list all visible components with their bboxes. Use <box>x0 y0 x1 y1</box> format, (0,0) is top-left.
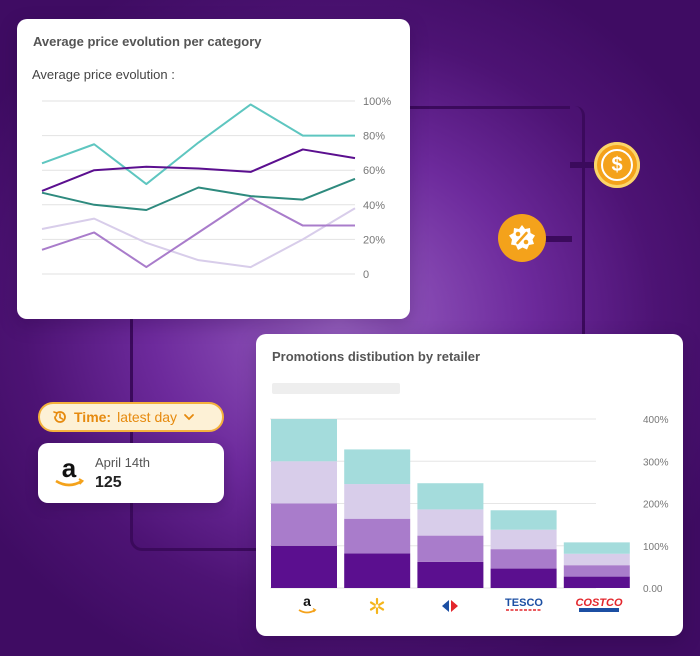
dollar-coin-icon: $ <box>594 142 640 188</box>
y-tick-label: 300% <box>643 457 669 468</box>
bar-segment-costco-segment-3 <box>563 553 630 566</box>
promo-card-title: Promotions distibution by retailer <box>272 349 481 364</box>
time-filter-label: Time: <box>74 409 112 425</box>
stat-date: April 14th <box>95 455 150 470</box>
bar-segment-carrefour-segment-4 <box>417 483 484 510</box>
bar-segment-tesco-segment-2 <box>490 549 557 569</box>
series-mid-purple <box>41 196 355 269</box>
bar-segment-costco-segment-1 <box>563 576 630 588</box>
y-tick-label: 100% <box>643 542 669 553</box>
y-tick-label: 200% <box>643 500 669 511</box>
bar-segment-tesco-segment-4 <box>490 510 557 530</box>
bar-segment-costco-segment-2 <box>563 565 630 577</box>
bar-segment-carrefour-segment-3 <box>417 509 484 536</box>
y-tick-label: 60% <box>363 165 385 177</box>
chevron-down-icon <box>184 414 194 421</box>
svg-text:a: a <box>62 457 77 483</box>
svg-text:COSTCO: COSTCO <box>575 597 623 609</box>
bar-chart: 400% 300% 200% 100% 0.00 a <box>270 415 669 615</box>
bar-segment-costco-segment-4 <box>563 542 630 554</box>
time-filter-value: latest day <box>117 409 178 425</box>
connector-line-left <box>130 318 263 551</box>
bar-segment-amazon-segment-2 <box>271 503 337 546</box>
y-tick-label: 0.00 <box>643 584 663 595</box>
bar-segment-carrefour-segment-1 <box>417 561 484 588</box>
amazon-logo-icon: a <box>55 457 84 487</box>
y-tick-label: 80% <box>363 131 385 143</box>
y-tick-label: 0 <box>363 269 369 281</box>
carrefour-logo-icon <box>442 600 458 612</box>
series-light-purple <box>41 207 356 269</box>
series-dark-teal <box>41 177 356 211</box>
connector-stub-dollar <box>570 162 598 168</box>
price-evolution-card: Average price evolution per category Ave… <box>17 19 410 319</box>
bar-segment-tesco-segment-1 <box>490 568 557 588</box>
line-chart: 100% 80% 60% 40% 20% 0 <box>41 96 391 281</box>
bar-segment-carrefour-segment-2 <box>417 535 484 562</box>
connector-stub-promo <box>545 236 572 242</box>
costco-logo-icon: COSTCO <box>575 597 623 612</box>
bar-segment-walmart-segment-1 <box>344 553 411 588</box>
series-dark-purple <box>41 148 356 192</box>
y-tick-label: 100% <box>363 96 391 108</box>
connector-line-right <box>568 106 585 346</box>
placeholder-bar <box>272 383 400 394</box>
bar-segment-walmart-segment-3 <box>344 484 411 519</box>
amazon-logo-icon: a <box>298 593 317 614</box>
svg-text:TESCO: TESCO <box>505 597 543 609</box>
bar-segment-amazon-segment-3 <box>271 461 337 504</box>
stat-count: 125 <box>95 474 122 491</box>
y-tick-label: 20% <box>363 234 385 246</box>
bar-segment-walmart-segment-4 <box>344 449 411 485</box>
bar-segment-walmart-segment-2 <box>344 518 411 554</box>
promotions-card: Promotions distibution by retailer 400% 3… <box>256 334 683 636</box>
svg-text:a: a <box>303 593 311 609</box>
tesco-logo-icon: TESCO <box>505 597 543 611</box>
bar-segment-tesco-segment-3 <box>490 529 557 550</box>
bar-segment-amazon-segment-4 <box>271 419 337 462</box>
connector-line-top <box>405 106 570 110</box>
clock-icon <box>53 411 66 423</box>
price-chart-subtitle: Average price evolution : <box>32 67 175 82</box>
walmart-logo-icon <box>369 597 385 615</box>
price-card-title: Average price evolution per category <box>33 34 262 49</box>
series-teal <box>41 103 355 186</box>
time-filter-dropdown[interactable]: Time: latest day <box>38 402 224 432</box>
y-tick-label: 40% <box>363 200 385 212</box>
y-tick-label: 400% <box>643 415 669 426</box>
discount-badge-icon <box>498 214 546 262</box>
retailer-stat-card: a April 14th 125 <box>38 443 224 503</box>
bar-segment-amazon-segment-1 <box>271 545 337 588</box>
